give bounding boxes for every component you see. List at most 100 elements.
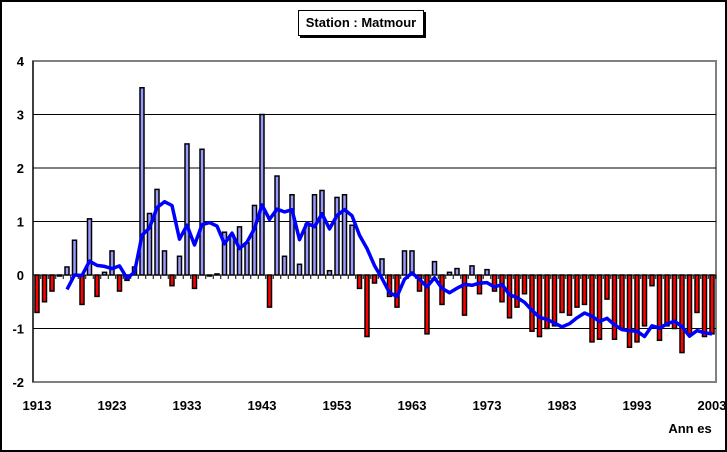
bar-1993 <box>634 274 640 343</box>
bar-1919 <box>79 274 85 306</box>
bar-1977 <box>514 274 520 308</box>
x-tick-label: 1933 <box>173 398 202 413</box>
bar-1951 <box>319 189 325 276</box>
bar-1989 <box>604 274 610 300</box>
bar-1985 <box>574 274 580 308</box>
bar-1971 <box>469 265 475 276</box>
x-tick-label: 1963 <box>398 398 427 413</box>
bar-1965 <box>424 274 430 335</box>
bar-1987 <box>589 274 595 343</box>
bar-1934 <box>191 274 198 290</box>
chart-title: Station : Matmour <box>298 10 424 36</box>
y-tick-label: 3 <box>17 108 24 123</box>
bar-1969 <box>454 267 460 276</box>
bar-1932 <box>176 255 183 276</box>
bar-2000 <box>686 274 693 335</box>
bar-1998 <box>671 274 678 330</box>
bar-1954 <box>341 194 348 276</box>
moving-average-line <box>65 199 713 339</box>
bar-1929 <box>154 188 160 276</box>
x-axis-label: Ann es <box>668 421 711 436</box>
bar-1930 <box>161 250 168 276</box>
bar-1917 <box>64 266 70 276</box>
bar-1922 <box>101 271 108 276</box>
y-tick-label: 0 <box>17 268 24 283</box>
bar-1939 <box>229 234 235 276</box>
bar-1979 <box>529 274 535 332</box>
y-tick-label: 2 <box>17 161 24 176</box>
bar-1968 <box>446 271 453 276</box>
bar-1990 <box>611 274 618 340</box>
y-tick-label: 1 <box>17 215 24 230</box>
bar-1958 <box>371 274 378 284</box>
x-tick-label: 1943 <box>248 398 277 413</box>
bar-1978 <box>521 274 528 295</box>
x-tick-label: 1913 <box>23 398 52 413</box>
bar-1980 <box>536 274 543 338</box>
bar-2002 <box>701 274 708 338</box>
bar-1942 <box>251 204 258 276</box>
bar-1914 <box>41 274 48 303</box>
bar-1999 <box>679 274 685 354</box>
bar-1986 <box>581 274 588 306</box>
bar-1957 <box>364 274 370 338</box>
bar-1940 <box>236 226 243 276</box>
bar-1984 <box>566 274 573 316</box>
bar-1931 <box>169 274 175 287</box>
bar-1995 <box>649 274 655 287</box>
bar-1944 <box>266 274 273 308</box>
bar-1983 <box>559 274 565 314</box>
x-tick-label: 1973 <box>473 398 502 413</box>
bar-1988 <box>596 274 603 340</box>
bar-1992 <box>626 274 633 348</box>
bar-2003 <box>709 274 715 335</box>
bar-2001 <box>694 274 700 314</box>
bar-1970 <box>461 274 468 316</box>
bar-1945 <box>274 175 280 276</box>
bar-1997 <box>664 274 670 327</box>
bar-1935 <box>199 148 205 276</box>
bar-1973 <box>484 268 490 276</box>
x-tick-label: 1983 <box>548 398 577 413</box>
x-tick-label: 1993 <box>623 398 652 413</box>
bar-1927 <box>139 87 145 276</box>
bar-1952 <box>326 269 333 276</box>
bar-1928 <box>146 212 153 276</box>
bar-1936 <box>206 274 213 277</box>
bar-1982 <box>551 274 558 327</box>
bar-1950 <box>311 194 318 276</box>
bar-1956 <box>356 274 363 290</box>
bar-1946 <box>281 255 288 276</box>
bar-1938 <box>221 231 228 276</box>
bar-1981 <box>544 274 550 330</box>
bar-1937 <box>214 273 220 276</box>
bar-1955 <box>349 224 355 276</box>
bar-1918 <box>71 239 78 276</box>
x-tick-label: 2003 <box>698 398 727 413</box>
bar-1916 <box>56 274 63 277</box>
bar-1915 <box>49 274 55 292</box>
bar-1923 <box>109 250 115 276</box>
bar-1921 <box>94 274 100 298</box>
x-tick-label: 1923 <box>98 398 127 413</box>
x-tick-label: 1953 <box>323 398 352 413</box>
bar-1966 <box>431 260 438 276</box>
y-tick-label: -1 <box>12 322 24 337</box>
y-tick-label: 4 <box>17 54 25 69</box>
bar-1996 <box>656 274 663 342</box>
bar-1991 <box>619 274 625 330</box>
bar-1920 <box>86 218 93 276</box>
bar-1974 <box>491 274 498 292</box>
bar-1994 <box>641 274 648 327</box>
bar-1948 <box>296 263 303 276</box>
y-tick-label: -2 <box>12 375 24 390</box>
bar-1953 <box>334 196 340 276</box>
bar-1933 <box>184 143 190 276</box>
bar-1949 <box>304 223 310 276</box>
bar-1913 <box>34 274 40 314</box>
bar-1947 <box>289 194 295 276</box>
bar-1941 <box>244 242 250 276</box>
bar-1943 <box>259 113 265 276</box>
